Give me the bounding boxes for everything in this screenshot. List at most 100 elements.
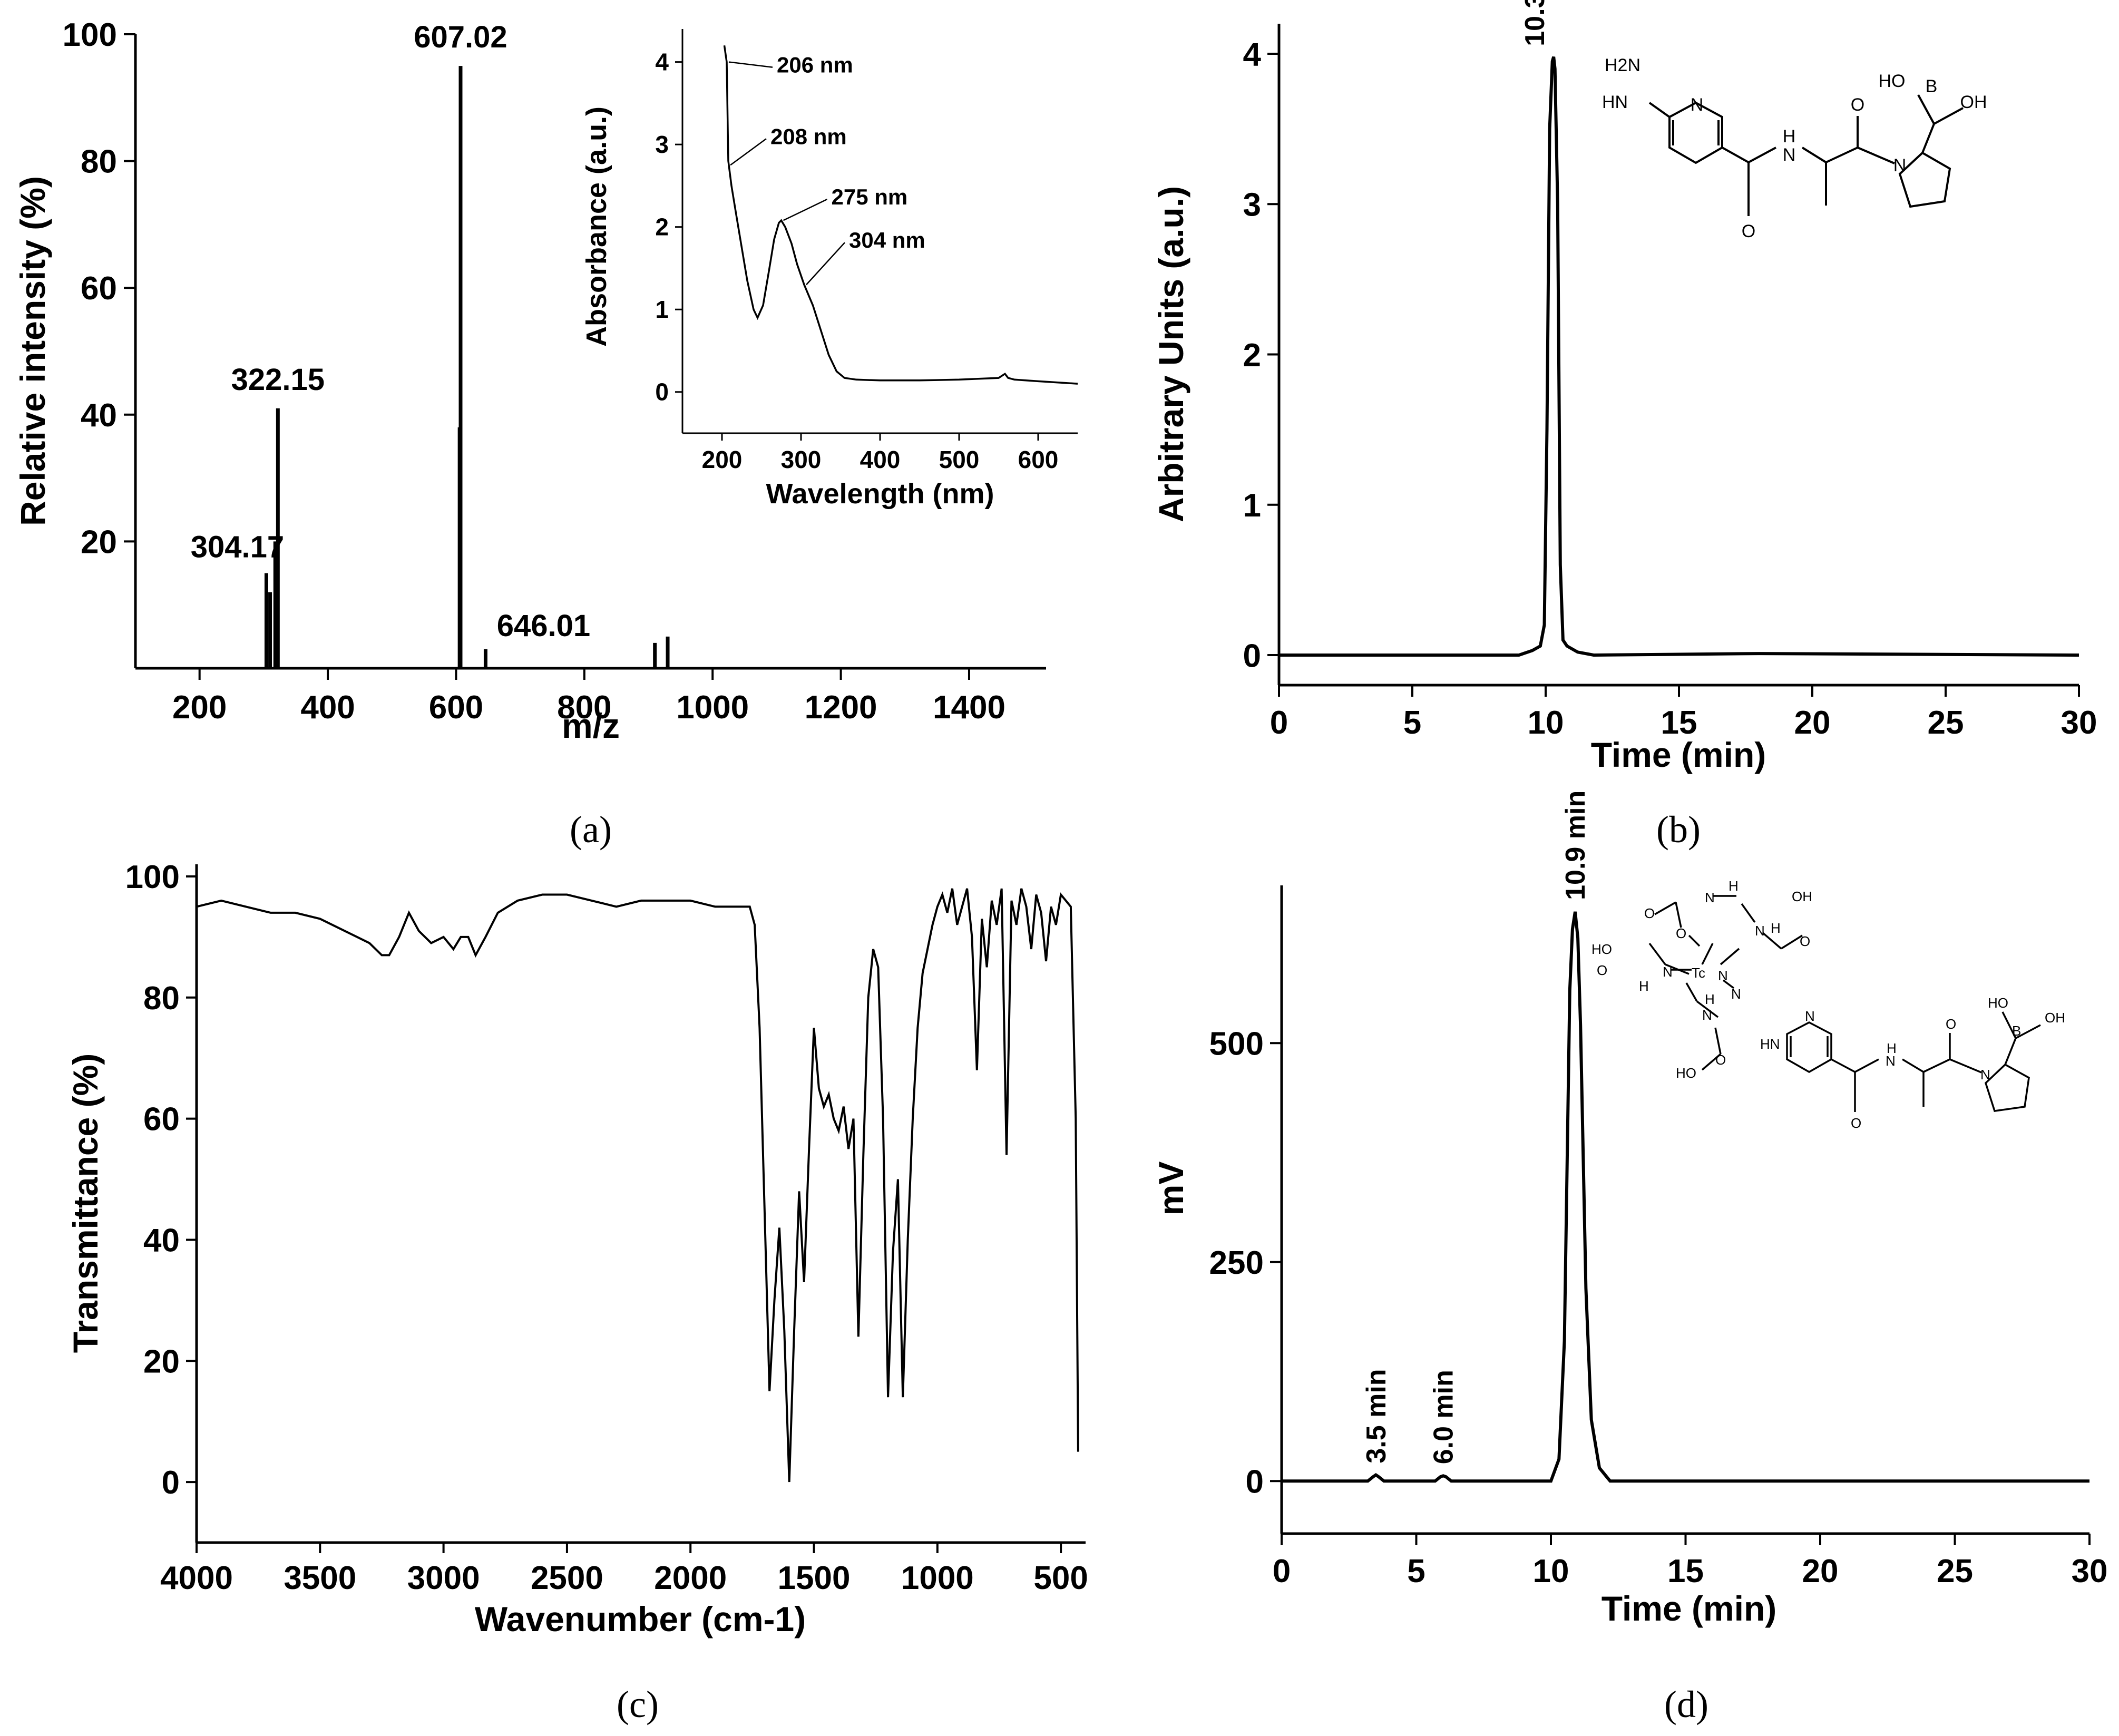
y-tick-label: 0 xyxy=(162,1465,180,1501)
x-tick-label: 30 xyxy=(2072,1553,2108,1589)
y-tick-label: 250 xyxy=(1209,1245,1264,1281)
panel-b-x-axis-label: Time (min) xyxy=(1591,735,1766,774)
inset-x-tick-label: 500 xyxy=(939,446,980,473)
panel-b-label: (b) xyxy=(1656,808,1701,851)
d-struct-h-top: H xyxy=(1729,878,1739,894)
x-tick-label: 15 xyxy=(1667,1553,1704,1589)
d-struct-hn: HN xyxy=(1760,1036,1780,1052)
inset-annotation-label: 208 nm xyxy=(770,124,847,149)
inset-x-axis-label: Wavelength (nm) xyxy=(766,478,994,510)
inset-x-tick-label: 200 xyxy=(702,446,743,473)
x-tick-label: 25 xyxy=(1928,705,1964,741)
x-tick-label: 4000 xyxy=(160,1560,233,1596)
x-tick-label: 3000 xyxy=(407,1560,480,1596)
d-struct-o-amide2: O xyxy=(1946,1016,1956,1032)
y-tick-label: 500 xyxy=(1209,1026,1264,1062)
inset-absorbance-line xyxy=(723,45,1078,385)
x-tick-label: 15 xyxy=(1661,705,1697,741)
ms-peak-label: 304.17 xyxy=(191,530,284,564)
d-struct-o-amide1: O xyxy=(1851,1115,1861,1131)
y-tick-label: 100 xyxy=(63,17,117,53)
inset-annotation-arrow xyxy=(728,61,773,68)
panel-b-structure-labels: H2N HN N O H N O N B HO OH xyxy=(1602,55,1987,241)
d-struct-o-bottom: O xyxy=(1715,1052,1726,1068)
x-tick-label: 0 xyxy=(1270,705,1288,741)
d-struct-n-pyridine: N xyxy=(1805,1008,1815,1024)
ms-peak-label: 646.01 xyxy=(497,609,590,643)
y-tick-label: 60 xyxy=(143,1101,180,1138)
panel-d-ticks: 0 5 10 15 20 25 30 0 250 500 xyxy=(1209,1026,2108,1589)
x-tick-label: 30 xyxy=(2061,705,2097,741)
b-struct-n-pyrrolidine: N xyxy=(1893,155,1907,175)
d-struct-o-left: O xyxy=(1597,962,1607,978)
panel-c-chart: 4000 3500 3000 2500 2000 1500 1000 500 0 20 40 60 80… xyxy=(66,859,1088,1725)
x-tick-label: 0 xyxy=(1273,1553,1291,1589)
panel-c-ir-spectrum-line xyxy=(196,888,1079,1483)
inset-ticks: 200 300 400 500 600 0 1 2 3 4 xyxy=(655,48,1058,473)
panel-d-y-axis-label: mV xyxy=(1151,1162,1190,1216)
inset-x-tick-label: 600 xyxy=(1018,446,1059,473)
d-struct-n-nitrido: N xyxy=(1718,968,1728,983)
panel-d-structure-labels: O O N H N H OH O HO O N Tc N H N H N HN … xyxy=(1591,878,2065,1131)
panel-d-radio-chromatogram-line xyxy=(1282,911,2089,1483)
panel-b-annotations: 10.3 min xyxy=(1520,0,1550,46)
d-struct-o-carbonyl-top: O xyxy=(1644,905,1655,921)
y-tick-label: 1 xyxy=(1243,487,1261,524)
d-struct-h-amide: H xyxy=(1887,1040,1897,1056)
x-tick-label: 1400 xyxy=(933,689,1005,726)
y-tick-label: 3 xyxy=(1243,187,1261,223)
y-tick-label: 20 xyxy=(81,524,117,560)
peak-annotation-label: 3.5 min xyxy=(1361,1369,1392,1463)
x-tick-label: 20 xyxy=(1802,1553,1839,1589)
d-struct-h-bottom: H xyxy=(1705,991,1715,1007)
x-tick-label: 10 xyxy=(1533,1553,1569,1589)
d-struct-n-top-left: N xyxy=(1705,890,1715,905)
inset-annotation-arrow xyxy=(730,138,767,166)
panel-c-label: (c) xyxy=(617,1683,659,1725)
inset-y-tick-label: 0 xyxy=(655,378,669,406)
x-tick-label: 1000 xyxy=(901,1560,974,1596)
d-struct-oh-boron: OH xyxy=(2045,1010,2065,1026)
panel-a-y-axis-label: Relative intensity (%) xyxy=(13,176,52,526)
inset-y-tick-label: 1 xyxy=(655,296,669,323)
inset-y-tick-label: 3 xyxy=(655,131,669,158)
y-tick-label: 0 xyxy=(1243,638,1261,674)
d-struct-ho-boron: HO xyxy=(1988,995,2008,1011)
panel-d-structure xyxy=(1648,895,2041,1112)
d-struct-h-left: H xyxy=(1639,978,1649,994)
b-struct-o-amide2: O xyxy=(1851,95,1864,115)
panel-b-ticks: 0 5 10 15 20 25 30 0 1 2 3 4 xyxy=(1243,36,2097,741)
inset-annotations: 206 nm 208 nm 275 nm 304 nm xyxy=(728,53,925,286)
inset-y-tick-label: 2 xyxy=(655,213,669,241)
d-struct-n-pyrrolidine: N xyxy=(1980,1067,1990,1082)
panel-b-chart: 0 5 10 15 20 25 30 0 1 2 3 4 10.3 min Time (min) Ar… xyxy=(1151,0,2097,851)
b-struct-boron: B xyxy=(1926,76,1938,96)
b-struct-h2n: H2N xyxy=(1605,55,1640,75)
y-tick-label: 80 xyxy=(143,980,180,1017)
y-tick-label: 40 xyxy=(81,397,117,434)
inset-y-axis-label: Absorbance (a.u.) xyxy=(581,106,612,347)
d-struct-ho-bottom: HO xyxy=(1676,1065,1696,1081)
inset-y-tick-label: 4 xyxy=(655,48,669,76)
b-struct-n-ring: N xyxy=(1691,95,1704,115)
panel-d-x-axis-label: Time (min) xyxy=(1602,1589,1776,1628)
ms-peak-label: 322.15 xyxy=(231,363,325,397)
panel-d-annotations: 3.5 min 6.0 min 10.9 min xyxy=(1361,791,1591,1465)
panel-c-ticks: 4000 3500 3000 2500 2000 1500 1000 500 0 20 40 60 80… xyxy=(125,859,1088,1596)
panel-a-x-axis-label: m/z xyxy=(562,706,620,745)
d-struct-tc: Tc xyxy=(1692,965,1705,981)
y-tick-label: 100 xyxy=(125,859,180,895)
peak-annotation-label: 10.3 min xyxy=(1520,0,1550,46)
y-tick-label: 4 xyxy=(1243,36,1262,73)
inset-annotation-label: 304 nm xyxy=(849,228,925,252)
x-tick-label: 20 xyxy=(1794,705,1831,741)
d-struct-n-amide: N xyxy=(1886,1053,1896,1069)
d-struct-boron: B xyxy=(2012,1023,2021,1039)
panel-b-structure xyxy=(1648,94,1964,216)
d-struct-oh-top-right: OH xyxy=(1792,889,1812,904)
panel-a-peak-labels: 304.17 322.15 607.02 646.01 xyxy=(191,20,590,643)
x-tick-label: 2500 xyxy=(531,1560,603,1596)
